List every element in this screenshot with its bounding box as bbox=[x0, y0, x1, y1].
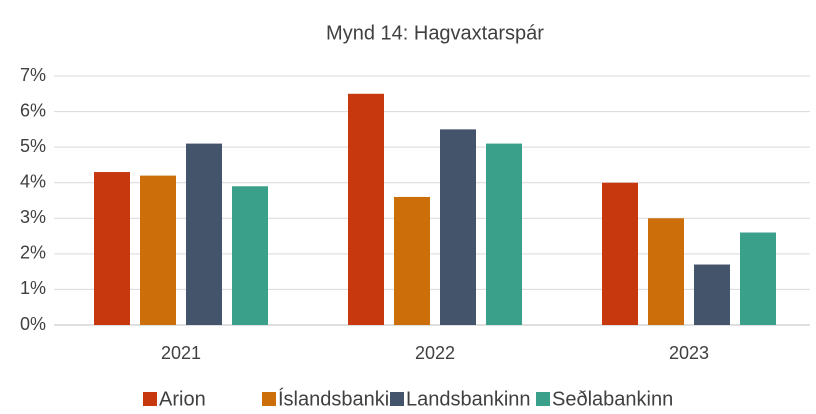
y-tick-label: 6% bbox=[20, 100, 46, 120]
x-tick-label: 2022 bbox=[415, 343, 455, 363]
bar bbox=[140, 175, 176, 325]
legend-label: Arion bbox=[159, 388, 206, 410]
y-tick-label: 5% bbox=[20, 136, 46, 156]
bar bbox=[694, 264, 730, 325]
legend-label: Landsbankinn bbox=[406, 388, 531, 410]
bar bbox=[602, 182, 638, 325]
y-tick-label: 1% bbox=[20, 278, 46, 298]
legend-swatch bbox=[390, 392, 404, 406]
bar bbox=[232, 186, 268, 325]
bar bbox=[186, 143, 222, 325]
bar bbox=[648, 218, 684, 325]
x-tick-label: 2023 bbox=[669, 343, 709, 363]
y-tick-label: 2% bbox=[20, 243, 46, 263]
bar bbox=[394, 196, 430, 325]
y-tick-label: 0% bbox=[20, 314, 46, 334]
legend-label: Íslandsbanki bbox=[278, 387, 389, 410]
bar bbox=[486, 143, 522, 325]
legend-swatch bbox=[262, 392, 276, 406]
y-tick-label: 3% bbox=[20, 207, 46, 227]
x-tick-label: 2021 bbox=[161, 343, 201, 363]
y-tick-label: 7% bbox=[20, 65, 46, 85]
chart-title: Mynd 14: Hagvaxtarspár bbox=[326, 22, 544, 44]
y-tick-label: 4% bbox=[20, 171, 46, 191]
legend-swatch bbox=[143, 392, 157, 406]
bar bbox=[348, 93, 384, 326]
legend-swatch bbox=[536, 392, 550, 406]
bar bbox=[740, 232, 776, 325]
bar bbox=[440, 129, 476, 325]
bar bbox=[94, 172, 130, 325]
legend-label: Seðlabankinn bbox=[552, 388, 673, 410]
